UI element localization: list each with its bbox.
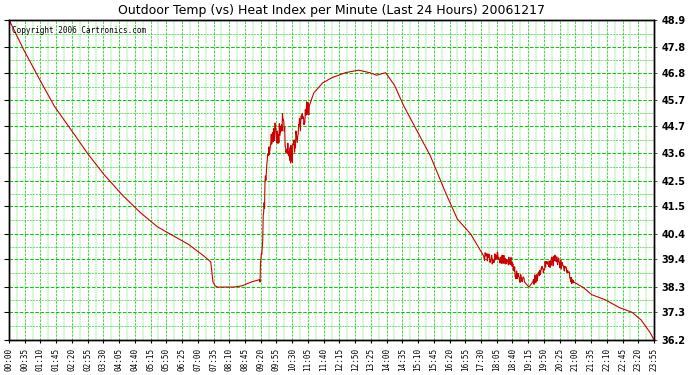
Title: Outdoor Temp (vs) Heat Index per Minute (Last 24 Hours) 20061217: Outdoor Temp (vs) Heat Index per Minute …	[118, 4, 545, 17]
Text: Copyright 2006 Cartronics.com: Copyright 2006 Cartronics.com	[12, 26, 146, 35]
